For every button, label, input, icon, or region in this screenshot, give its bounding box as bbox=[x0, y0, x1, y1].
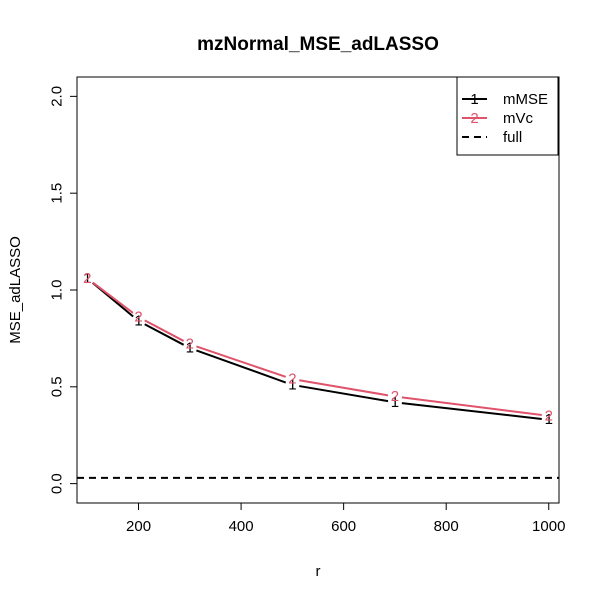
series-mVc-segment bbox=[299, 379, 389, 397]
x-tick-label: 1000 bbox=[532, 518, 565, 535]
x-axis-label: r bbox=[316, 563, 321, 580]
x-tick-label: 400 bbox=[229, 518, 254, 535]
data-point-mVc: 2 bbox=[288, 371, 296, 388]
data-point-mMSE: 1 bbox=[186, 340, 194, 357]
data-point-mMSE: 1 bbox=[545, 411, 553, 428]
y-tick-label: 0.5 bbox=[49, 376, 66, 397]
data-point-mMSE: 1 bbox=[134, 312, 142, 329]
x-axis: 200 400 600 800 1000 bbox=[126, 502, 565, 535]
x-tick-label: 800 bbox=[434, 518, 459, 535]
series-mVc-segment bbox=[92, 281, 134, 314]
series-mMSE-segment bbox=[299, 385, 389, 403]
y-tick-label: 0.0 bbox=[49, 473, 66, 494]
x-tick-label: 200 bbox=[126, 518, 151, 535]
series-mVc bbox=[92, 281, 542, 416]
legend-mmse-label: mMSE bbox=[503, 91, 548, 108]
legend-mmse-marker: 1 bbox=[470, 91, 478, 108]
series-lines bbox=[92, 281, 542, 420]
x-tick-label: 600 bbox=[331, 518, 356, 535]
legend-box bbox=[456, 76, 559, 156]
data-point-mVc: 2 bbox=[391, 388, 399, 405]
legend-full-label: full bbox=[503, 129, 522, 146]
y-tick-label: 2.0 bbox=[49, 86, 66, 107]
series-mMSE-segment bbox=[196, 349, 287, 384]
legend-mvc-marker: 2 bbox=[470, 110, 478, 127]
legend-mvc-label: mVc bbox=[503, 110, 534, 127]
data-point-mVc: 2 bbox=[186, 336, 194, 353]
data-point-mMSE: 1 bbox=[288, 376, 296, 393]
series-mVc-segment bbox=[401, 396, 542, 416]
series-mVc-segment bbox=[144, 319, 185, 342]
series-mMSE bbox=[92, 282, 542, 420]
data-point-mVc: 2 bbox=[545, 407, 553, 424]
chart-title: mzNormal_MSE_adLASSO bbox=[197, 34, 439, 55]
series-mMSE-segment bbox=[401, 402, 542, 420]
data-point-mMSE: 1 bbox=[83, 270, 91, 287]
y-tick-label: 1.5 bbox=[49, 183, 66, 204]
data-point-mVc: 2 bbox=[83, 270, 91, 287]
y-axis: 0.0 0.5 1.0 1.5 2.0 bbox=[49, 86, 78, 494]
series-mMSE-segment bbox=[144, 323, 185, 346]
y-tick-label: 1.0 bbox=[49, 280, 66, 301]
legend: 1 mMSE 2 mVc full bbox=[456, 76, 559, 156]
data-point-mMSE: 1 bbox=[391, 394, 399, 411]
y-axis-label: MSE_adLASSO bbox=[7, 236, 24, 344]
series-mVc-segment bbox=[196, 345, 287, 378]
data-point-mVc: 2 bbox=[134, 309, 142, 326]
